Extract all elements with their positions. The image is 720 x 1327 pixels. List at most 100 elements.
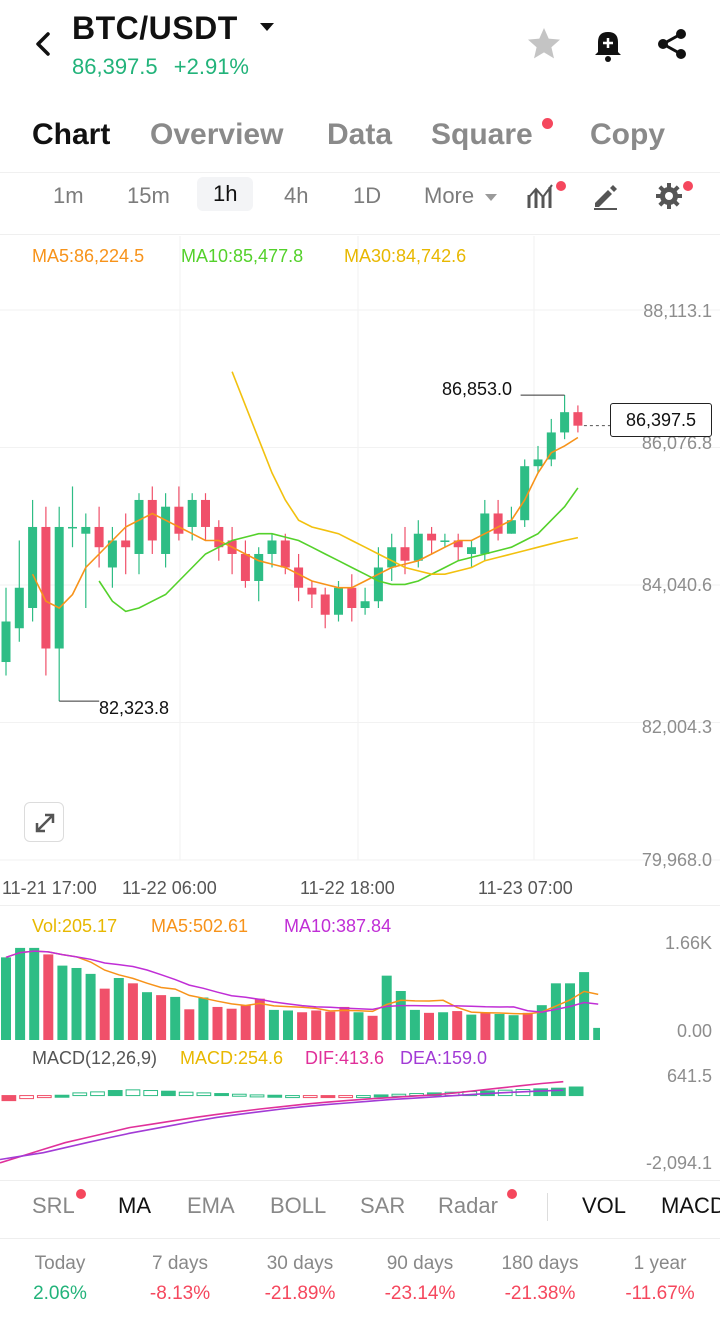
interval-15m[interactable]: 15m <box>127 183 170 208</box>
pair-title[interactable]: BTC/USDT <box>72 10 238 46</box>
volume-bar <box>367 1015 378 1040</box>
ma10-line <box>98 487 579 613</box>
perf-value: -8.13% <box>149 1283 211 1304</box>
volume-bar <box>424 1012 434 1040</box>
volume-bar <box>339 1006 350 1040</box>
ma30-legend: MA30:84,742.6 <box>344 246 467 266</box>
pencil-icon[interactable] <box>590 181 620 211</box>
candle-body <box>560 412 570 433</box>
more-label: More <box>424 183 475 208</box>
macd-axis-bottom: -2,094.1 <box>645 1153 712 1173</box>
macd-bar <box>178 1091 194 1097</box>
volume-bar <box>170 996 181 1040</box>
back-arrow-icon[interactable] <box>28 24 60 64</box>
indicator-icon[interactable] <box>526 181 556 211</box>
share-icon[interactable] <box>652 24 692 64</box>
candle-body <box>520 466 530 521</box>
volume-bar <box>99 988 110 1040</box>
time-axis-label: 11-22 18:00 <box>300 878 395 898</box>
interval-1d[interactable]: 1D <box>353 183 382 208</box>
tab-overview[interactable]: Overview <box>150 118 284 151</box>
macd-bar <box>54 1094 70 1098</box>
macd-bar <box>356 1095 371 1099</box>
bell-plus-icon[interactable] <box>588 24 628 64</box>
volume-bar <box>480 1012 491 1040</box>
macd-bar <box>161 1090 176 1097</box>
candle-body <box>280 540 290 568</box>
price-line: 86,397.5 +2.91% <box>72 54 249 80</box>
volume-bar <box>283 1010 293 1040</box>
volume-bar <box>198 997 209 1040</box>
candlestick-chart[interactable] <box>0 236 720 906</box>
ind-tab-ma[interactable]: MA <box>118 1193 151 1218</box>
ma10-legend: MA10:85,477.8 <box>181 246 304 266</box>
price-axis-label: 84,040.6 <box>641 575 712 595</box>
expand-icon <box>35 813 55 833</box>
interval-1h[interactable]: 1h <box>197 177 254 211</box>
volume-bar <box>325 1011 336 1040</box>
interval-more[interactable]: More <box>424 183 498 209</box>
ind-tab-boll[interactable]: BOLL <box>270 1193 327 1218</box>
volume-bar <box>57 965 68 1040</box>
volume-bar <box>381 975 392 1040</box>
star-icon[interactable] <box>524 24 564 64</box>
ind-tab-radar[interactable]: Radar <box>438 1193 498 1218</box>
dif-legend: DIF:413.6 <box>305 1048 385 1068</box>
caret-down-icon[interactable] <box>258 18 276 36</box>
macd-bar <box>320 1095 336 1099</box>
last-price-tag: 86,397.5 <box>610 403 712 437</box>
candle-body <box>347 587 357 608</box>
tab-chart[interactable]: Chart <box>32 118 111 151</box>
macd-bar <box>285 1095 300 1099</box>
candle-body <box>320 594 330 615</box>
settings-badge <box>683 181 693 191</box>
srl-badge <box>76 1189 86 1199</box>
candle-body <box>427 533 437 541</box>
candle-body <box>41 526 51 649</box>
volume-bar <box>1 957 11 1040</box>
candle-body <box>373 567 383 602</box>
last-price: 86,397.5 <box>72 54 158 79</box>
ind-tab-macd[interactable]: MACD <box>661 1193 720 1218</box>
vol-legend: Vol:205.17 <box>32 916 118 936</box>
tab-data[interactable]: Data <box>327 118 393 151</box>
main-tabs: Chart Overview Data Square Copy <box>0 110 720 170</box>
volume-bar <box>565 983 575 1040</box>
candle-body <box>360 601 370 608</box>
macd-bar <box>231 1093 247 1097</box>
volume-bar <box>212 1006 223 1040</box>
perf-value: 2.06% <box>33 1283 87 1304</box>
volume-bar <box>29 947 40 1040</box>
macd-bar <box>551 1087 566 1097</box>
perf-30d: 30 days -21.89% <box>240 1253 360 1305</box>
price-axis-label: 88,113.1 <box>643 301 712 321</box>
candle-body <box>413 533 423 561</box>
expand-button[interactable] <box>24 802 64 842</box>
ind-tab-sar[interactable]: SAR <box>360 1193 406 1218</box>
candle-body <box>294 567 304 588</box>
ma30-line <box>231 371 579 576</box>
interval-4h[interactable]: 4h <box>284 183 309 208</box>
ind-tab-srl[interactable]: SRL <box>32 1193 75 1218</box>
candle-body <box>533 459 543 467</box>
perf-1y: 1 year -11.67% <box>600 1253 720 1305</box>
macd-legend: MACD:254.6 <box>180 1048 284 1068</box>
tab-copy[interactable]: Copy <box>590 118 665 151</box>
ma5-legend: MA5:86,224.5 <box>32 246 145 266</box>
interval-1m[interactable]: 1m <box>53 183 84 208</box>
ind-tab-ema[interactable]: EMA <box>187 1193 235 1218</box>
macd-bar <box>214 1093 229 1097</box>
tab-square[interactable]: Square <box>431 118 533 151</box>
perf-label: 180 days <box>501 1253 579 1274</box>
volume-bar <box>254 998 265 1040</box>
dif-line <box>0 1080 564 1164</box>
volume-bar <box>297 1012 308 1040</box>
candle-body <box>307 587 317 595</box>
volume-bar <box>395 991 406 1040</box>
candle-body <box>387 547 397 568</box>
radar-badge <box>507 1189 517 1199</box>
ind-tab-vol[interactable]: VOL <box>582 1193 627 1218</box>
candle-body <box>546 432 556 460</box>
candle-body <box>81 526 91 534</box>
gear-icon[interactable] <box>654 181 684 211</box>
